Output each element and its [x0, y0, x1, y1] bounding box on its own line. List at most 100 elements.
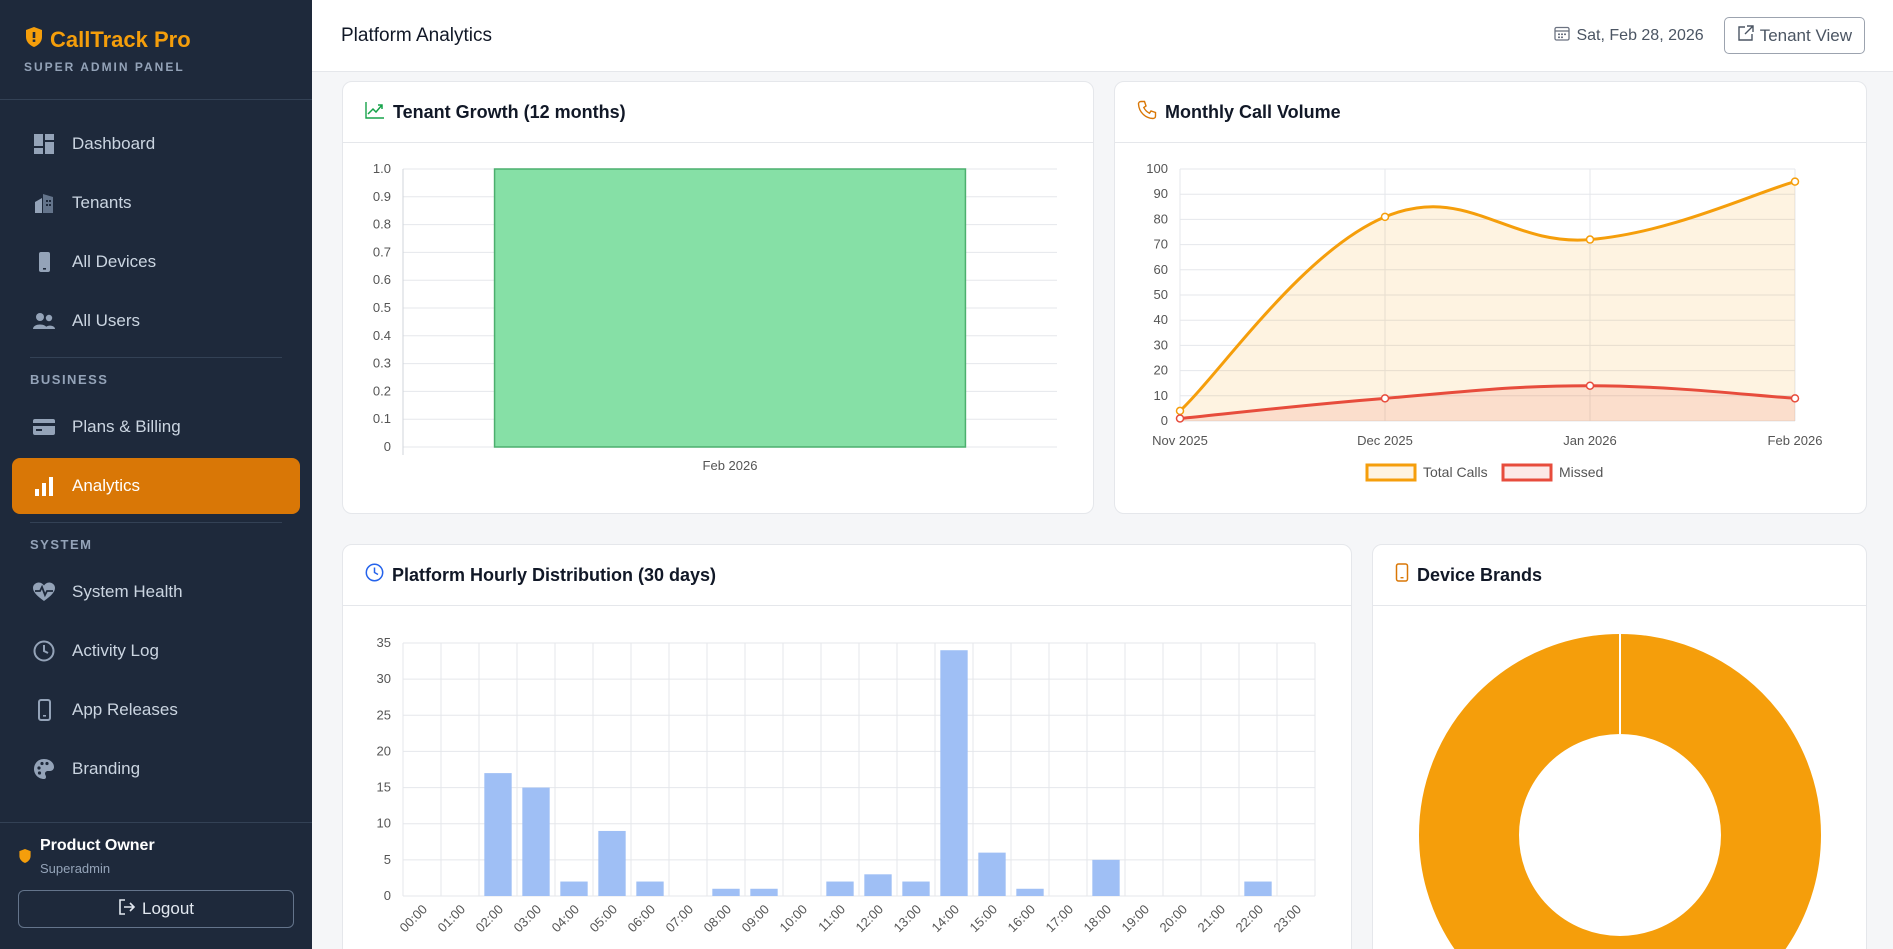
x-tick-label: 04:00: [549, 902, 583, 936]
data-point: [1585, 381, 1595, 390]
y-tick-label: 0.1: [373, 411, 391, 426]
sidebar-item-plans-billing[interactable]: Plans & Billing: [12, 399, 300, 455]
x-tick-label: 02:00: [473, 902, 507, 936]
area-fill: [1180, 181, 1795, 421]
sidebar-item-app-releases[interactable]: App Releases: [12, 682, 300, 738]
device-brands-chart: [1419, 634, 1821, 949]
data-point: [1585, 235, 1595, 244]
logout-icon: [118, 898, 136, 920]
bar: [940, 650, 968, 896]
bar-chart-icon: [32, 474, 56, 498]
bar: [826, 881, 854, 896]
sidebar-item-label: All Users: [72, 311, 141, 330]
y-tick-label: 5: [384, 852, 391, 867]
x-tick-label: 06:00: [625, 902, 659, 936]
external-link-icon: [1737, 24, 1754, 47]
y-tick-label: 90: [1154, 186, 1168, 201]
y-tick-label: 0.7: [373, 244, 391, 259]
y-tick-label: 50: [1154, 287, 1168, 302]
sidebar-item-all-devices[interactable]: All Devices: [12, 234, 300, 290]
calendar-icon: [1554, 25, 1571, 46]
y-tick-label: 30: [377, 671, 391, 686]
y-tick-label: 100: [1146, 161, 1168, 176]
bar: [1092, 859, 1120, 896]
y-tick-label: 20: [1154, 363, 1168, 378]
x-tick-label: 10:00: [777, 902, 811, 936]
card-header: Device Brands: [1373, 545, 1866, 606]
x-tick-label: 15:00: [967, 902, 1001, 936]
user-name: Product Owner: [40, 837, 155, 854]
x-tick-label: 05:00: [587, 902, 621, 936]
sidebar-item-label: Branding: [72, 759, 141, 778]
y-tick-label: 25: [377, 707, 391, 722]
y-tick-label: 0.5: [373, 300, 391, 315]
x-tick-label: 13:00: [891, 902, 925, 936]
logout-button[interactable]: Logout: [18, 890, 294, 928]
bar: [864, 874, 892, 896]
y-tick-label: 70: [1154, 237, 1168, 252]
phone-call-icon: [1137, 100, 1157, 125]
brand: CallTrack Pro SUPER ADMIN PANEL: [0, 0, 312, 100]
sidebar-item-label: All Devices: [72, 252, 157, 271]
data-point: [1380, 394, 1390, 403]
sidebar-item-all-users[interactable]: All Users: [12, 293, 300, 349]
series-line: [1178, 180, 1796, 413]
x-tick-label: 16:00: [1005, 902, 1039, 936]
x-tick-label: 20:00: [1157, 902, 1191, 936]
x-tick-label: 11:00: [815, 902, 848, 935]
nav-divider: [30, 357, 282, 358]
legend-swatch: [1365, 463, 1417, 482]
data-point: [1175, 414, 1185, 423]
sidebar-item-dashboard[interactable]: Dashboard: [12, 116, 300, 172]
shield-icon: [18, 848, 32, 869]
x-tick-label: Dec 2025: [1357, 433, 1413, 448]
x-tick-label: 07:00: [663, 902, 697, 936]
y-tick-label: 20: [377, 743, 391, 758]
data-point: [1380, 212, 1390, 222]
x-tick-label: 12:00: [853, 902, 887, 936]
building-icon: [32, 191, 56, 215]
y-tick-label: 60: [1154, 262, 1168, 277]
sidebar-item-label: Dashboard: [72, 134, 156, 153]
brand-subtitle: SUPER ADMIN PANEL: [24, 60, 185, 74]
logout-label: Logout: [142, 899, 194, 918]
y-tick-label: 0.8: [373, 217, 391, 232]
mobile-icon: [1395, 563, 1409, 587]
y-tick-label: 0: [384, 439, 391, 454]
data-point: [1790, 394, 1800, 403]
legend-label: Missed: [1559, 464, 1603, 480]
y-tick-label: 0.9: [373, 189, 391, 204]
y-tick-label: 0: [384, 888, 391, 903]
sidebar-item-tenants[interactable]: Tenants: [12, 175, 300, 231]
user-role: Superadmin: [40, 861, 111, 876]
sidebar-nav: Dashboard Tenants All Devices All Users …: [0, 100, 312, 797]
sidebar-item-branding[interactable]: Branding: [12, 741, 300, 797]
legend-label: Total Calls: [1423, 464, 1488, 480]
bar: [522, 787, 550, 896]
card-title: Tenant Growth (12 months): [393, 101, 626, 122]
data-point: [1175, 406, 1185, 416]
sidebar-item-activity-log[interactable]: Activity Log: [12, 623, 300, 679]
bar: [598, 830, 626, 896]
tenant-view-button[interactable]: Tenant View: [1723, 17, 1865, 54]
card-title: Device Brands: [1417, 564, 1543, 585]
palette-icon: [32, 757, 56, 781]
sidebar-item-analytics[interactable]: Analytics: [12, 458, 300, 514]
trend-up-icon: [365, 101, 385, 124]
date-display: Sat, Feb 28, 2026: [1554, 25, 1704, 46]
section-label-system: SYSTEM: [30, 537, 93, 552]
bar: [1016, 888, 1044, 896]
sidebar-item-system-health[interactable]: System Health: [12, 564, 300, 620]
call-volume-chart: 0 10 20 30 40 50 60 70 80 90 100 Nov 2025 Dec 2025 Ja…: [1146, 161, 1822, 482]
section-label-business: BUSINESS: [30, 372, 109, 387]
x-tick-label: 23:00: [1271, 902, 1305, 936]
bar: [493, 168, 967, 448]
y-tick-label: 15: [377, 780, 391, 795]
x-tick-label: Jan 2026: [1563, 433, 1617, 448]
bar: [484, 773, 512, 896]
clock-icon: [365, 563, 384, 587]
x-tick-label: Nov 2025: [1152, 433, 1208, 448]
y-tick-label: 10: [377, 816, 391, 831]
legend-swatch: [1501, 463, 1553, 482]
